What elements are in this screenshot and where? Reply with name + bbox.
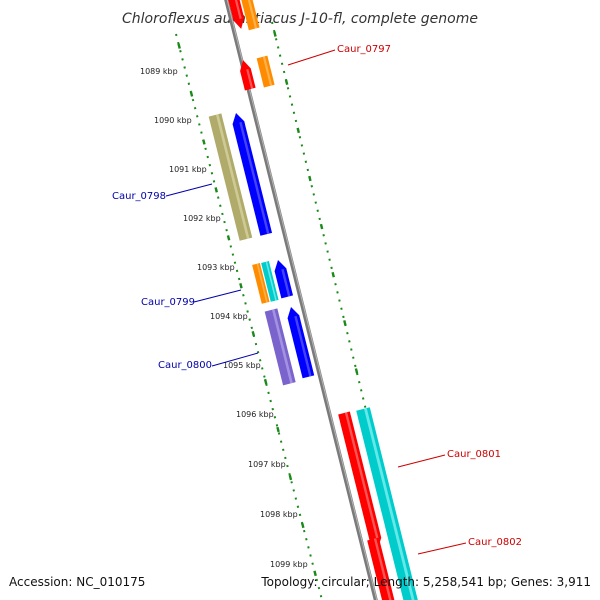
tick-major — [202, 139, 206, 145]
gene-leader-lines — [165, 49, 467, 555]
gene-label-caur-0800[interactable]: Caur_0800 — [158, 360, 212, 371]
tick-major — [239, 283, 243, 289]
kbp-label-1096: 1096 kbp — [236, 410, 274, 419]
gene-caur-0797-orange-shine — [262, 56, 273, 86]
tick-major — [226, 235, 231, 241]
gene-caur-0799-blue-shine — [281, 268, 291, 297]
gene-caur-0797-red[interactable] — [240, 60, 256, 91]
gene-label-caur-0797[interactable]: Caur_0797 — [337, 44, 391, 55]
gene-caur-0800-blue-shine — [294, 315, 312, 377]
gene-caur-0802-red-shine — [373, 538, 392, 600]
gene-caur-0797-orange[interactable] — [256, 55, 275, 88]
genome-backbone — [224, 0, 378, 600]
gene-caur-0798-blue[interactable] — [232, 113, 273, 236]
gene-caur-0799-orange-shine — [256, 263, 268, 303]
gene-label-caur-0802[interactable]: Caur_0802 — [468, 537, 522, 548]
leader-caur-0800 — [211, 352, 259, 367]
gene-caur-0798[interactable] — [208, 113, 253, 241]
gene-top-red-shine — [234, 0, 242, 19]
topology-text: Topology: circular; Length: 5,258,541 bp… — [260, 575, 591, 589]
leader-caur-0798 — [165, 183, 213, 197]
accession-text: Accession: NC_010175 — [9, 575, 145, 589]
gene-caur-0797-red-shine — [246, 68, 254, 89]
gene-caur-0800-blue[interactable] — [287, 307, 315, 379]
map-title: Chloroflexus aurantiacus J-10-fl, comple… — [122, 11, 478, 27]
kbp-labels: 1089 kbp 1090 kbp 1091 kbp 1092 kbp 1093… — [140, 67, 308, 569]
tick-major — [273, 31, 277, 37]
tick-major — [251, 330, 256, 337]
gene-caur-0798-shine — [215, 114, 250, 239]
tick-major — [177, 43, 181, 49]
tick-major — [354, 368, 359, 374]
gene-caur-0801-red[interactable] — [338, 411, 382, 549]
kbp-label-1091: 1091 kbp — [169, 165, 207, 174]
leader-caur-0797 — [287, 49, 336, 66]
gene-top-orange[interactable] — [240, 0, 260, 31]
gene-caur-0801-red-shine — [344, 412, 379, 539]
tick-major — [300, 522, 305, 529]
gene-caur-0799-blue[interactable] — [274, 260, 294, 299]
tick-major — [296, 127, 301, 134]
tick-major — [313, 570, 317, 577]
tick-major — [214, 187, 219, 193]
tick-major — [288, 474, 293, 481]
tick-major — [343, 320, 347, 326]
leader-caur-0801 — [397, 454, 446, 468]
tick-major — [319, 223, 324, 230]
gene-label-caur-0799[interactable]: Caur_0799 — [141, 297, 195, 308]
leader-caur-0799 — [193, 289, 242, 303]
gene-caur-0801-cyan-shine — [364, 408, 415, 600]
kbp-label-1097: 1097 kbp — [248, 460, 286, 469]
kbp-label-1099: 1099 kbp — [270, 560, 308, 569]
gene-caur-0802-red[interactable] — [367, 537, 396, 600]
tick-major — [276, 426, 280, 433]
kbp-label-1089: 1089 kbp — [140, 67, 178, 76]
genome-backbone-highlight — [226, 0, 378, 600]
kbp-label-1090: 1090 kbp — [154, 116, 192, 125]
leader-caur-0802 — [417, 542, 467, 555]
kbp-label-1095: 1095 kbp — [223, 361, 261, 370]
gene-caur-0800[interactable] — [264, 308, 296, 386]
gene-caur-0799-orange[interactable] — [252, 263, 270, 304]
kbp-label-1093: 1093 kbp — [197, 263, 235, 272]
gene-label-caur-0801[interactable]: Caur_0801 — [447, 449, 501, 460]
kbp-label-1092: 1092 kbp — [183, 214, 221, 223]
tick-major — [284, 79, 289, 85]
tick-major — [189, 91, 194, 97]
tick-major — [331, 271, 335, 278]
kbp-label-1098: 1098 kbp — [260, 510, 298, 519]
tick-major — [308, 175, 312, 182]
gene-labels: Caur_0797 Caur_0798 Caur_0799 Caur_0800 … — [112, 44, 522, 548]
gene-top-red-body — [228, 0, 245, 29]
kbp-label-1094: 1094 kbp — [210, 312, 248, 321]
tick-major — [263, 378, 268, 385]
gene-caur-0798-blue-shine — [239, 121, 270, 235]
gene-caur-0800-shine — [271, 309, 293, 384]
gene-features — [208, 0, 418, 600]
gene-top-orange-shine — [247, 0, 258, 29]
gene-caur-0799-cyan-shine — [265, 261, 277, 301]
gene-label-caur-0798[interactable]: Caur_0798 — [112, 191, 166, 202]
gene-caur-0801-cyan[interactable] — [356, 407, 418, 600]
gene-top-red[interactable] — [227, 0, 245, 29]
gene-caur-0799-cyan[interactable] — [261, 261, 279, 302]
